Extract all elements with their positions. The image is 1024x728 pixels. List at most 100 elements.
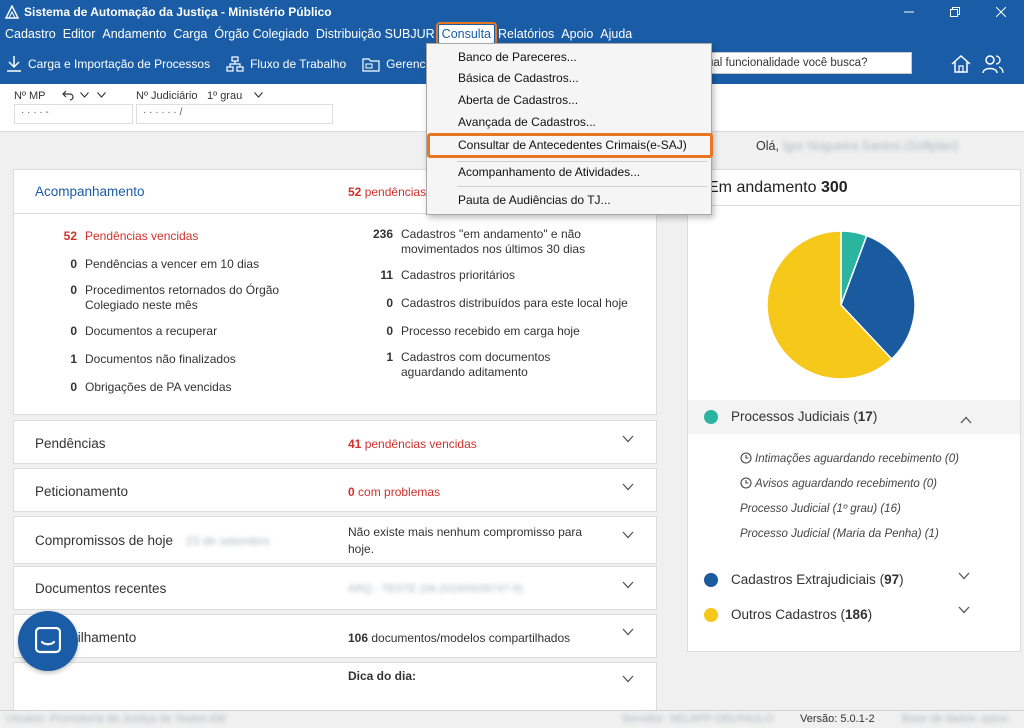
stat-processo-recebido[interactable]: 0 Processo recebido em carga hoje	[363, 324, 653, 339]
chevron-down-icon[interactable]	[958, 572, 970, 580]
menu-distribuicao-subjur[interactable]: Distribuição SUBJUR	[315, 27, 435, 41]
mp-number-label: Nº MP	[14, 90, 46, 102]
restore-button[interactable]	[932, 0, 978, 24]
stat-obrigacoes-pa[interactable]: 0 Obrigações de PA vencidas	[55, 380, 335, 395]
section-summary-text: Dica do dia:	[348, 669, 417, 683]
sub-item-processo-1-grau[interactable]: Processo Judicial (1º grau) (16)	[740, 503, 901, 515]
close-icon	[996, 7, 1006, 17]
chevron-down-icon[interactable]	[80, 92, 89, 98]
menu-separator	[457, 161, 707, 162]
chevron-down-icon[interactable]	[958, 606, 970, 614]
mp-number-input[interactable]: · · · · -	[14, 104, 133, 124]
users-icon[interactable]	[981, 53, 1005, 75]
stat-procedimentos-retornados[interactable]: 0 Procedimentos retornados do Órgão Cole…	[55, 283, 295, 313]
stat-cadastros-prioritarios[interactable]: 11 Cadastros prioritários	[363, 268, 643, 283]
sub-item-intimacoes[interactable]: Intimações aguardando recebimento (0)	[755, 453, 959, 465]
menu-carga[interactable]: Carga	[173, 27, 208, 41]
pie-slice-outros-cadastros[interactable]	[766, 230, 893, 380]
download-icon	[7, 56, 21, 72]
stat-cadastros-distribuidos[interactable]: 0 Cadastros distribuídos para este local…	[363, 296, 653, 311]
stat-pendencias-vencidas[interactable]: 52 Pendências vencidas	[55, 229, 335, 244]
chevron-up-icon[interactable]	[960, 416, 972, 424]
chat-button[interactable]	[18, 611, 78, 671]
sub-item-avisos[interactable]: Avisos aguardando recebimento (0)	[755, 478, 937, 490]
stat-number: 0	[386, 296, 393, 310]
section-summary-text: ARQ - TESTE (06.2019/0039747-9)	[348, 583, 523, 595]
chevron-down-icon[interactable]	[622, 435, 634, 443]
stat-number: 11	[380, 268, 393, 282]
window-title: Sistema de Automação da Justiça - Minist…	[24, 5, 332, 19]
functionality-search-input[interactable]: ual funcionalidade você busca?	[700, 52, 912, 74]
grau-select[interactable]: 1º grau	[207, 90, 243, 102]
stat-cadastros-nao-movimentados[interactable]: 236 Cadastros "em andamento" e não movim…	[363, 227, 603, 257]
stat-number: 1	[70, 352, 77, 366]
menu-item-pauta-audiencias[interactable]: Pauta de Audiências do TJ...	[458, 193, 611, 207]
menu-item-acompanhamento-atividades[interactable]: Acompanhamento de Atividades...	[458, 165, 641, 179]
menu-item-banco-pareceres[interactable]: Banco de Pareceres...	[458, 50, 577, 64]
andamento-title-text: Em andamento	[708, 179, 817, 196]
acompanhamento-title[interactable]: Acompanhamento	[35, 184, 145, 199]
menu-andamento[interactable]: Andamento	[102, 27, 167, 41]
section-peticionamento[interactable]: Peticionamento 0 com problemas	[13, 468, 657, 512]
section-summary: 0 com problemas	[348, 485, 440, 499]
menu-relatorios[interactable]: Relatórios	[498, 27, 555, 41]
stat-number: 0	[70, 324, 77, 338]
section-dica-do-dia[interactable]: Dica do dia:	[13, 662, 657, 710]
section-compromissos[interactable]: Compromissos de hoje 23 de setembro Não …	[13, 516, 657, 564]
menu-ajuda[interactable]: Ajuda	[600, 27, 633, 41]
menu-item-basica-cadastros[interactable]: Básica de Cadastros...	[458, 71, 579, 85]
andamento-total: 300	[820, 179, 848, 196]
menu-orgao-colegiado[interactable]: Órgão Colegiado	[214, 27, 309, 41]
section-title: Peticionamento	[35, 484, 129, 499]
stat-text: Pendências vencidas	[85, 229, 199, 243]
section-compartilhamento[interactable]: artilhamento 106 documentos/modelos comp…	[13, 614, 657, 658]
section-pendencias[interactable]: Pendências 41 pendências vencidas	[13, 420, 657, 464]
section-title: artilhamento	[62, 630, 137, 645]
home-icon[interactable]	[950, 53, 972, 75]
stat-number: 0	[70, 380, 77, 394]
section-summary: 41 pendências vencidas	[348, 437, 477, 451]
legend-outros-cadastros[interactable]: Outros Cadastros (186)	[731, 607, 873, 622]
chevron-down-icon[interactable]	[622, 483, 634, 491]
stat-number: 52	[63, 229, 77, 243]
judicial-number-input[interactable]: · · · · · · /	[136, 104, 333, 124]
undo-icon[interactable]	[62, 89, 74, 101]
legend-cadastros-extrajudiciais[interactable]: Cadastros Extrajudiciais (97)	[731, 572, 904, 587]
section-documentos-recentes[interactable]: Documentos recentes ARQ - TESTE (06.2019…	[13, 566, 657, 610]
section-count: 41	[348, 437, 362, 451]
close-button[interactable]	[978, 0, 1024, 24]
fluxo-trabalho-button[interactable]: Fluxo de Trabalho	[226, 56, 346, 72]
legend-label-text: Cadastros Extrajudiciais	[731, 572, 876, 587]
chevron-down-icon[interactable]	[622, 628, 634, 636]
stat-text: Cadastros "em andamento" e não movimenta…	[401, 227, 586, 256]
clock-icon	[740, 452, 752, 464]
stat-cadastros-aditamento[interactable]: 1 Cadastros com documentos aguardando ad…	[363, 350, 603, 380]
pie-slice-cadastros-extrajudiciais[interactable]	[840, 234, 916, 361]
processos-judiciais-header[interactable]	[688, 400, 1020, 434]
menu-item-antecedentes-criminais[interactable]: Consultar de Antecedentes Crimais(e-SAJ)	[458, 138, 687, 152]
menu-editor[interactable]: Editor	[62, 27, 96, 41]
menu-item-aberta-cadastros[interactable]: Aberta de Cadastros...	[458, 93, 579, 107]
minimize-button[interactable]	[886, 0, 932, 24]
legend-label-text: Outros Cadastros	[731, 607, 837, 622]
section-summary-text: pendências vencidas	[364, 437, 477, 451]
chevron-down-icon[interactable]	[622, 675, 634, 683]
chevron-down-icon[interactable]	[622, 531, 634, 539]
stat-pendencias-a-vencer[interactable]: 0 Pendências a vencer em 10 dias	[55, 257, 335, 272]
legend-processos-judiciais[interactable]: Processos Judiciais (17)	[731, 409, 878, 424]
chevron-down-icon[interactable]	[97, 92, 106, 98]
sub-item-processo-maria-penha[interactable]: Processo Judicial (Maria da Penha) (1)	[740, 528, 939, 540]
menu-apoio[interactable]: Apoio	[561, 27, 594, 41]
menu-cadastro[interactable]: Cadastro	[5, 27, 56, 41]
andamento-pie-chart	[766, 230, 916, 380]
acompanhamento-header-text: pendências	[364, 185, 427, 199]
menu-item-avancada-cadastros[interactable]: Avançada de Cadastros...	[458, 115, 596, 129]
carga-importacao-button[interactable]: Carga e Importação de Processos	[6, 55, 210, 73]
chevron-down-icon[interactable]	[622, 581, 634, 589]
stat-documentos-nao-finalizados[interactable]: 1 Documentos não finalizados	[55, 352, 335, 367]
stat-text: Procedimentos retornados do Órgão Colegi…	[85, 283, 280, 312]
chevron-down-icon[interactable]	[254, 92, 263, 98]
stat-documentos-recuperar[interactable]: 0 Documentos a recuperar	[55, 324, 335, 339]
section-count: 106	[348, 631, 369, 645]
menu-consulta[interactable]: Consulta	[435, 22, 498, 46]
